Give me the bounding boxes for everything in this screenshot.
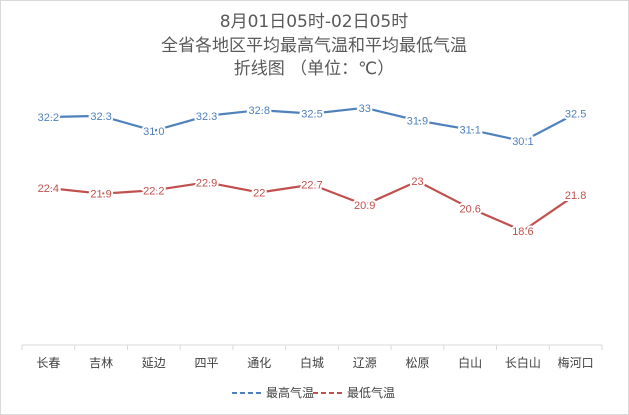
x-tick-label: 松原 — [405, 356, 429, 370]
data-label: 31.1 — [459, 125, 480, 137]
data-label: 21.9 — [90, 189, 111, 201]
data-label: 30.1 — [512, 136, 533, 148]
data-label-halo: 31.1 — [459, 125, 480, 137]
x-tick-label: 四平 — [195, 356, 219, 370]
data-label-halo: 33 — [359, 103, 371, 115]
data-label-halo: 32.3 — [196, 111, 217, 123]
x-tick-label: 长白山 — [505, 355, 541, 370]
series-line-low — [47, 180, 577, 232]
x-tick-label: 通化 — [247, 356, 271, 370]
data-label-halo: 20.9 — [354, 200, 375, 212]
data-label-halo: 22.7 — [301, 180, 322, 192]
data-label-halo: 32.5 — [565, 109, 586, 121]
data-label-halo: 21.9 — [90, 189, 111, 201]
data-label-halo: 31.9 — [407, 115, 428, 127]
data-label-halo: 32.2 — [38, 112, 59, 124]
data-label: 22.7 — [301, 180, 322, 192]
x-tick-label: 延边 — [142, 356, 166, 370]
data-label-halo: 22.4 — [38, 183, 59, 195]
data-labels-layer: 32.232.2 32.332.331.031.032.332.3 32.832.8… — [36, 101, 589, 240]
data-label: 20.9 — [354, 200, 375, 212]
legend-label-low: 最低气温 — [347, 385, 395, 400]
data-label-halo: 21.8 — [565, 190, 586, 202]
legend-label-high: 最高气温 — [266, 385, 314, 400]
data-label: 22.9 — [196, 177, 217, 189]
data-label: 31.9 — [407, 115, 428, 127]
x-axis-tick-marks — [21, 345, 603, 350]
series-layer — [47, 106, 577, 232]
x-tick-label: 梅河口 — [558, 355, 594, 370]
title-line-1: 8月01日05时-02日05时 — [220, 12, 408, 32]
data-label-halo: 18.6 — [512, 226, 533, 238]
data-label: 32.5 — [301, 109, 322, 121]
data-label: 32.3 — [90, 111, 111, 123]
data-label: 21.8 — [565, 190, 586, 202]
data-label: 32.3 — [196, 111, 217, 123]
series-line-high — [47, 106, 577, 143]
data-label: 18.6 — [512, 226, 533, 238]
data-label: 31.0 — [143, 126, 164, 138]
x-tick-label: 白山 — [458, 355, 482, 370]
x-axis-labels: 长春 吉林 延边 四平 通化 白城 辽源 松原 白山 长白山 梅河口 — [36, 355, 593, 370]
data-label: 32.5 — [565, 109, 586, 121]
data-label: 23 — [411, 176, 423, 188]
data-label-halo: 32.3 — [90, 111, 111, 123]
x-tick-label: 白城 — [300, 355, 324, 370]
data-label: 32.2 — [38, 112, 59, 124]
data-label-halo: 23 — [411, 176, 423, 188]
chart-title: 8月01日05时-02日05时 全省各地区平均最高气温和平均最低气温 折线图 （… — [161, 12, 467, 79]
data-label: 22.4 — [38, 183, 59, 195]
x-tick-label: 长春 — [36, 356, 60, 370]
title-line-3: 折线图 （单位：℃） — [234, 59, 395, 79]
data-label: 22.2 — [143, 185, 164, 197]
data-label: 33 — [359, 103, 371, 115]
x-tick-label: 吉林 — [89, 356, 113, 370]
title-line-2: 全省各地区平均最高气温和平均最低气温 — [161, 36, 467, 56]
data-label-halo: 32.5 — [301, 109, 322, 121]
data-label-halo: 20.6 — [459, 203, 480, 215]
data-label-halo: 32.8 — [249, 105, 270, 117]
data-label-halo: 22.9 — [196, 177, 217, 189]
data-label-halo: 30.1 — [512, 136, 533, 148]
x-tick-label: 辽源 — [353, 356, 377, 370]
data-label-halo: 31.0 — [143, 126, 164, 138]
data-label: 22 — [253, 188, 265, 200]
data-label-halo: 22 — [253, 188, 265, 200]
legend: 最高气温 最低气温 — [232, 385, 395, 400]
data-label-halo: 22.2 — [143, 185, 164, 197]
data-label: 20.6 — [459, 203, 480, 215]
data-label: 32.8 — [249, 105, 270, 117]
